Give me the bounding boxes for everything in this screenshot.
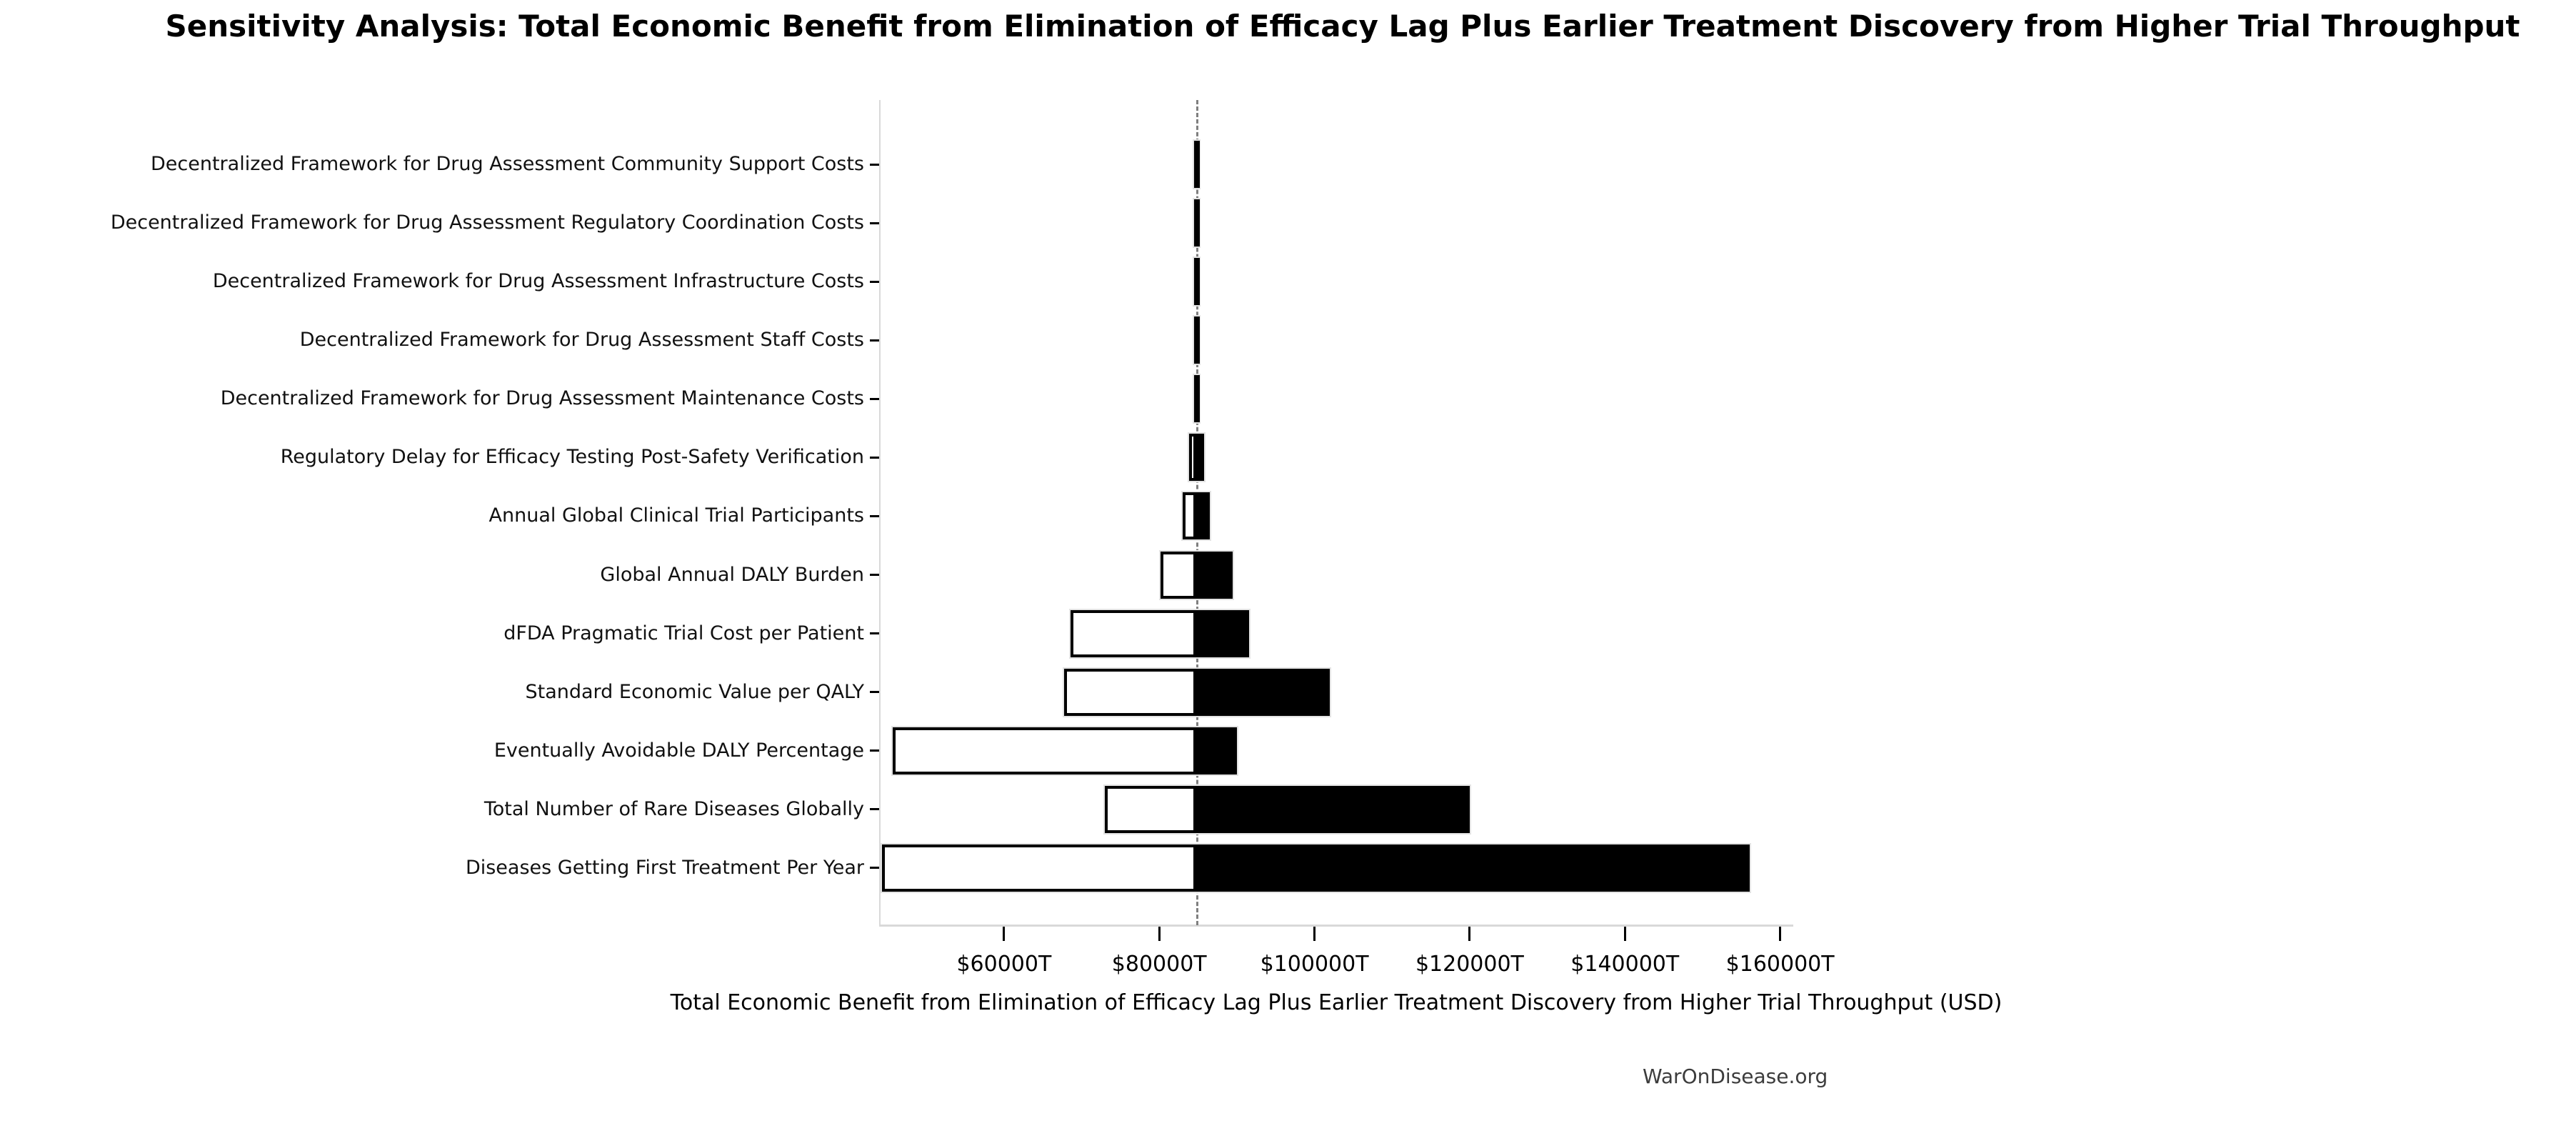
tornado-bar (1194, 317, 1201, 364)
bar-high-segment (1196, 785, 1470, 833)
x-axis-tick (1779, 927, 1782, 941)
y-axis-tick (870, 456, 879, 459)
chart-title: Sensitivity Analysis: Total Economic Ben… (165, 9, 2520, 44)
tornado-bar (1182, 492, 1210, 540)
y-axis-label: Eventually Avoidable DALY Percentage (493, 739, 864, 762)
x-axis-tick-label: $120000T (1415, 952, 1524, 977)
x-axis-line (879, 925, 1793, 927)
tornado-bar (1105, 785, 1470, 833)
y-axis-label: Global Annual DALY Burden (600, 563, 864, 586)
y-axis-label: Total Number of Rare Diseases Globally (483, 797, 864, 820)
bar-low-segment (1182, 492, 1197, 540)
bar-high-segment (1196, 844, 1750, 892)
bar-high-segment (1196, 317, 1199, 364)
bar-high-segment (1196, 141, 1199, 188)
bar-high-segment (1196, 434, 1205, 482)
tornado-bar (1194, 141, 1201, 188)
y-axis-tick (870, 221, 879, 224)
y-axis-spine (879, 100, 881, 926)
x-axis-tick-label: $100000T (1260, 952, 1369, 977)
x-axis-tick-label: $160000T (1725, 952, 1835, 977)
tornado-bar (1194, 258, 1201, 306)
y-axis-tick (870, 691, 879, 694)
x-axis-tick (1623, 927, 1626, 941)
bar-high-segment (1196, 492, 1210, 540)
y-axis-label: Decentralized Framework for Drug Assessm… (151, 153, 864, 175)
tornado-bar (882, 844, 1750, 892)
y-axis-label: Standard Economic Value per QALY (525, 680, 864, 703)
y-axis-tick (870, 163, 879, 166)
x-axis-tick-label: $140000T (1570, 952, 1680, 977)
y-axis-label: Regulatory Delay for Efficacy Testing Po… (280, 446, 864, 469)
y-axis-label: Annual Global Clinical Trial Participant… (488, 504, 864, 527)
x-axis-tick-label: $80000T (1111, 952, 1207, 977)
x-axis-tick (1158, 927, 1161, 941)
bar-low-segment (1071, 609, 1197, 657)
watermark-text: WarOnDisease.org (1643, 1065, 1828, 1088)
y-axis-tick (870, 749, 879, 752)
bar-high-segment (1196, 668, 1330, 716)
y-axis-label: Decentralized Framework for Drug Assessm… (220, 387, 864, 410)
bar-high-segment (1196, 199, 1199, 247)
bar-low-segment (1105, 785, 1197, 833)
y-axis-tick (870, 867, 879, 870)
x-axis-tick-label: $60000T (956, 952, 1052, 977)
y-axis-label: Decentralized Framework for Drug Assessm… (212, 270, 864, 293)
y-axis-tick (870, 514, 879, 517)
y-axis-tick (870, 574, 879, 577)
bar-low-segment (882, 844, 1197, 892)
x-axis-tick (1313, 927, 1316, 941)
y-axis-tick (870, 632, 879, 635)
tornado-bar (893, 727, 1237, 774)
bar-low-segment (1188, 434, 1197, 482)
y-axis-label: dFDA Pragmatic Trial Cost per Patient (503, 622, 864, 644)
tornado-bar (1188, 434, 1205, 482)
bar-high-segment (1196, 609, 1250, 657)
bar-low-segment (1063, 668, 1197, 716)
y-axis-tick (870, 280, 879, 283)
bar-high-segment (1196, 258, 1199, 306)
bar-low-segment (893, 727, 1197, 774)
bar-low-segment (1161, 551, 1197, 599)
tornado-bar (1071, 609, 1250, 657)
y-axis-label: Decentralized Framework for Drug Assessm… (110, 211, 864, 234)
x-axis-tick (1468, 927, 1471, 941)
tornado-bar (1194, 199, 1201, 247)
tornado-bar (1063, 668, 1330, 716)
y-axis-label: Diseases Getting First Treatment Per Yea… (465, 856, 864, 879)
bar-high-segment (1196, 727, 1237, 774)
bar-high-segment (1196, 375, 1199, 423)
x-axis-tick (1003, 927, 1006, 941)
y-axis-tick (870, 397, 879, 400)
y-axis-label: Decentralized Framework for Drug Assessm… (299, 329, 864, 352)
x-axis-title: Total Economic Benefit from Elimination … (670, 990, 2003, 1015)
bar-high-segment (1196, 551, 1233, 599)
tornado-bar (1194, 375, 1201, 423)
y-axis-tick (870, 339, 879, 342)
tornado-bar (1161, 551, 1233, 599)
y-axis-tick (870, 808, 879, 811)
